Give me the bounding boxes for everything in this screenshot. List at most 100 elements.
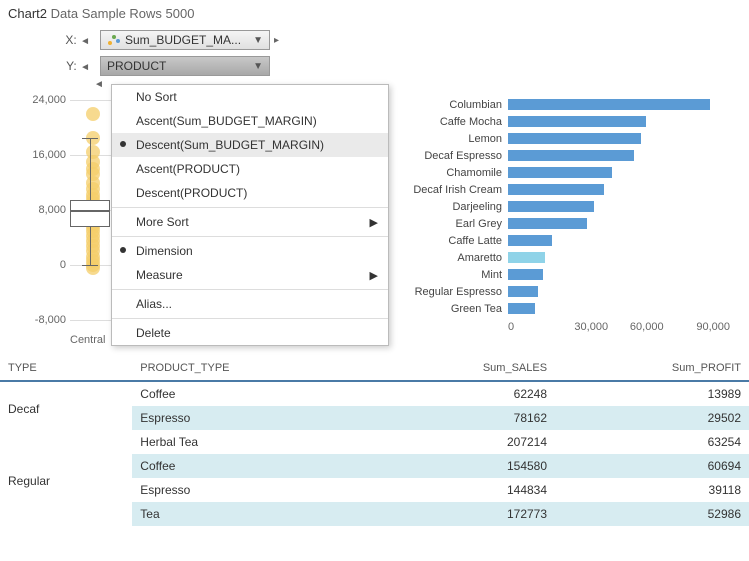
bar[interactable] <box>508 218 587 229</box>
column-header[interactable]: Sum_PROFIT <box>555 356 749 381</box>
menu-item-label: Measure <box>136 268 183 282</box>
menu-item[interactable]: Ascent(PRODUCT) <box>112 157 388 181</box>
bar-label: Columbian <box>400 99 508 111</box>
menu-separator <box>112 289 388 290</box>
bar-row: Green Tea <box>400 300 730 317</box>
menu-item-label: Ascent(PRODUCT) <box>136 162 240 176</box>
bar[interactable] <box>508 252 545 263</box>
cell-product-type: Tea <box>132 502 372 526</box>
bar-track <box>508 217 730 230</box>
y-dropdown-label: PRODUCT <box>107 59 247 73</box>
bar-track <box>508 149 730 162</box>
table-row[interactable]: DecafCoffee6224813989 <box>0 381 749 406</box>
bar-label: Darjeeling <box>400 201 508 213</box>
group-cell: Regular <box>0 454 132 526</box>
bar-label: Amaretto <box>400 252 508 264</box>
menu-item[interactable]: More Sort▶ <box>112 210 388 234</box>
group-cell: Decaf <box>0 381 132 454</box>
bar[interactable] <box>508 235 552 246</box>
left-arrow-icon[interactable]: ◄ <box>80 62 90 73</box>
submenu-arrow-icon: ▶ <box>370 216 378 229</box>
menu-item[interactable]: Descent(Sum_BUDGET_MARGIN) <box>112 133 388 157</box>
x-dropdown[interactable]: Sum_BUDGET_MA... ▼ <box>100 30 270 50</box>
bar-track <box>508 183 730 196</box>
scatter-icon <box>107 33 121 47</box>
bar[interactable] <box>508 201 594 212</box>
box <box>70 200 110 228</box>
x-category-label: Central <box>70 334 105 350</box>
bar-label: Decaf Irish Cream <box>400 184 508 196</box>
bar-row: Caffe Latte <box>400 232 730 249</box>
bar-row: Amaretto <box>400 249 730 266</box>
menu-separator <box>112 318 388 319</box>
bar-row: Chamomile <box>400 164 730 181</box>
bar-row: Columbian <box>400 96 730 113</box>
menu-item[interactable]: Descent(PRODUCT) <box>112 181 388 205</box>
bar-track <box>508 166 730 179</box>
bar-label: Regular Espresso <box>400 286 508 298</box>
bar[interactable] <box>508 269 543 280</box>
cell-sales: 154580 <box>372 454 555 478</box>
right-arrow-icon[interactable]: ▸ <box>274 35 279 46</box>
y-tick-label: 0 <box>26 259 66 271</box>
bar[interactable] <box>508 303 535 314</box>
column-header[interactable]: TYPE <box>0 356 132 381</box>
column-header[interactable]: Sum_SALES <box>372 356 555 381</box>
y-tick-label: 8,000 <box>26 204 66 216</box>
cell-product-type: Espresso <box>132 406 372 430</box>
bar-track <box>508 268 730 281</box>
menu-item[interactable]: Measure▶ <box>112 263 388 287</box>
cell-profit: 13989 <box>555 381 749 406</box>
cell-product-type: Coffee <box>132 454 372 478</box>
whisker <box>90 227 91 265</box>
bar-row: Earl Grey <box>400 215 730 232</box>
bar-label: Caffe Mocha <box>400 116 508 128</box>
cell-product-type: Coffee <box>132 381 372 406</box>
cell-product-type: Herbal Tea <box>132 430 372 454</box>
bar[interactable] <box>508 99 710 110</box>
bar[interactable] <box>508 116 646 127</box>
y-tick-label: 24,000 <box>26 94 66 106</box>
cell-sales: 144834 <box>372 478 555 502</box>
menu-item[interactable]: Alias... <box>112 292 388 316</box>
chart-header: Chart2 Data Sample Rows 5000 <box>0 0 749 27</box>
column-header[interactable]: PRODUCT_TYPE <box>132 356 372 381</box>
cell-sales: 62248 <box>372 381 555 406</box>
bar[interactable] <box>508 286 538 297</box>
bar-track <box>508 251 730 264</box>
bar[interactable] <box>508 150 634 161</box>
y-dropdown[interactable]: PRODUCT ▼ <box>100 56 270 76</box>
whisker <box>90 138 91 200</box>
selected-bullet-icon <box>120 141 126 147</box>
median-line <box>70 210 110 212</box>
menu-item[interactable]: No Sort <box>112 85 388 109</box>
table-row[interactable]: RegularCoffee15458060694 <box>0 454 749 478</box>
bar-label: Decaf Espresso <box>400 150 508 162</box>
chevron-down-icon: ▼ <box>253 61 263 72</box>
menu-item-label: Alias... <box>136 297 172 311</box>
y-label: Y: <box>66 59 77 73</box>
bar-row: Mint <box>400 266 730 283</box>
x-tick-label: 60,000 <box>619 321 675 333</box>
whisker-cap <box>82 138 98 139</box>
bar[interactable] <box>508 184 604 195</box>
y-axis-row: Y: ◄ PRODUCT ▼ <box>0 53 749 79</box>
menu-item[interactable]: Dimension <box>112 239 388 263</box>
bar-row: Decaf Irish Cream <box>400 181 730 198</box>
menu-item-label: Descent(PRODUCT) <box>136 186 247 200</box>
cell-product-type: Espresso <box>132 478 372 502</box>
bar[interactable] <box>508 167 612 178</box>
chart-subtitle: Data Sample Rows 5000 <box>51 6 195 21</box>
bar-label: Earl Grey <box>400 218 508 230</box>
menu-item[interactable]: Delete <box>112 321 388 345</box>
bar-row: Regular Espresso <box>400 283 730 300</box>
bar-track <box>508 200 730 213</box>
menu-item[interactable]: Ascent(Sum_BUDGET_MARGIN) <box>112 109 388 133</box>
bar-label: Mint <box>400 269 508 281</box>
chart-title: Chart2 <box>8 6 47 21</box>
bar[interactable] <box>508 133 641 144</box>
bar-track <box>508 285 730 298</box>
left-arrow-icon[interactable]: ◄ <box>80 36 90 47</box>
chevron-down-icon: ▼ <box>253 35 263 46</box>
menu-separator <box>112 236 388 237</box>
